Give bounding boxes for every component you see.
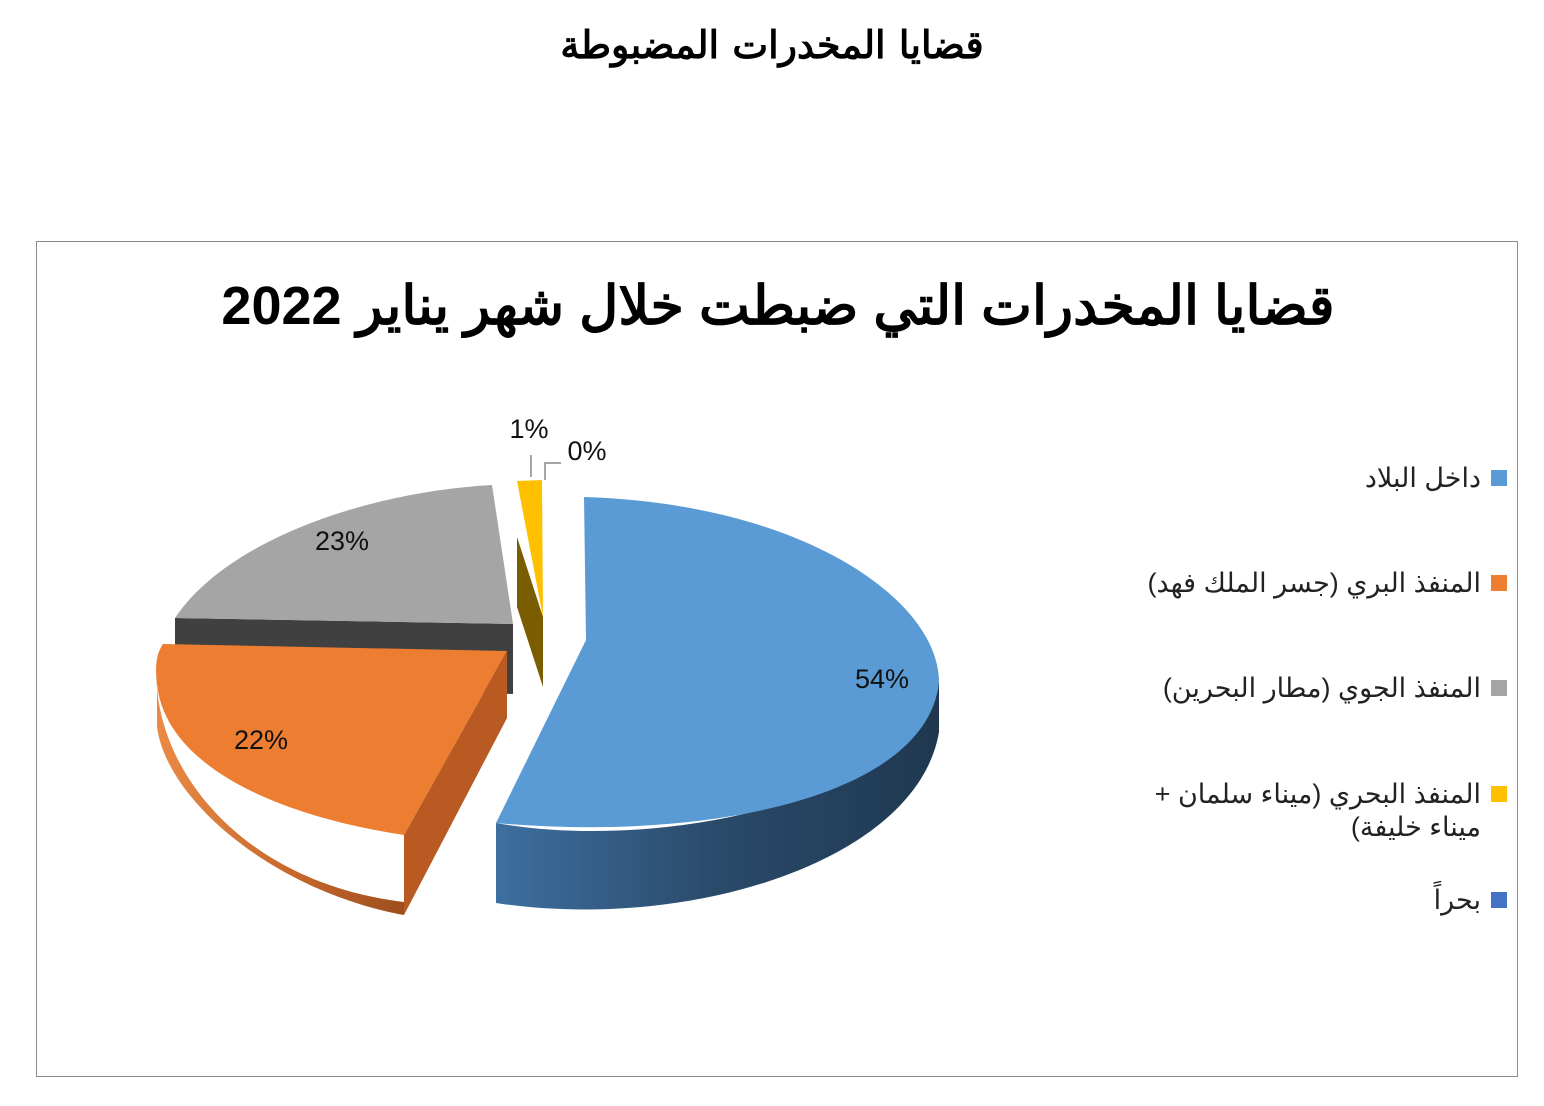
legend-item: المنفذ الجوي (مطار البحرين)	[1067, 672, 1507, 705]
legend-swatch	[1491, 786, 1507, 802]
legend-swatch	[1491, 470, 1507, 486]
leader-line-sea	[544, 462, 561, 480]
pie-slice-inland	[496, 497, 939, 828]
legend-label: داخل البلاد	[1364, 463, 1481, 493]
slice-cut-land	[404, 651, 507, 915]
data-label-inland: 54%	[855, 664, 909, 694]
data-label-sea-port: 1%	[509, 414, 548, 444]
legend-label: بحراً	[1433, 885, 1481, 915]
slice-side-land	[156, 662, 404, 915]
data-label-air: 23%	[315, 526, 369, 556]
legend-item: داخل البلاد	[1067, 462, 1507, 495]
pie-slice-sea-port	[517, 480, 543, 617]
pie-slice-land	[156, 644, 507, 835]
legend-label: المنفذ الجوي (مطار البحرين)	[1162, 673, 1481, 703]
legend-swatch	[1491, 575, 1507, 591]
legend-label: المنفذ البري (جسر الملك فهد)	[1147, 568, 1481, 598]
pie-slice-air	[175, 485, 513, 624]
data-label-sea: 0%	[567, 436, 606, 466]
page-heading: قضايا المخدرات المضبوطة	[560, 22, 984, 67]
chart-frame: قضايا المخدرات التي ضبطت خلال شهر يناير …	[36, 241, 1518, 1077]
legend-swatch	[1491, 680, 1507, 696]
legend-item: بحراً	[1067, 884, 1507, 917]
slice-side-inland	[496, 682, 939, 910]
data-label-land: 22%	[234, 725, 288, 755]
legend-label: المنفذ البحري (ميناء سلمان + ميناء خليفة…	[1154, 779, 1481, 842]
pie-chart: 54% 22% 23% 1% 0%	[156, 414, 939, 915]
legend-swatch	[1491, 892, 1507, 908]
legend-item: المنفذ البحري (ميناء سلمان + ميناء خليفة…	[1067, 778, 1507, 844]
legend-item: المنفذ البري (جسر الملك فهد)	[1067, 567, 1507, 600]
chart-title: قضايا المخدرات التي ضبطت خلال شهر يناير …	[221, 276, 1335, 336]
slice-side-sea-port	[517, 537, 543, 687]
